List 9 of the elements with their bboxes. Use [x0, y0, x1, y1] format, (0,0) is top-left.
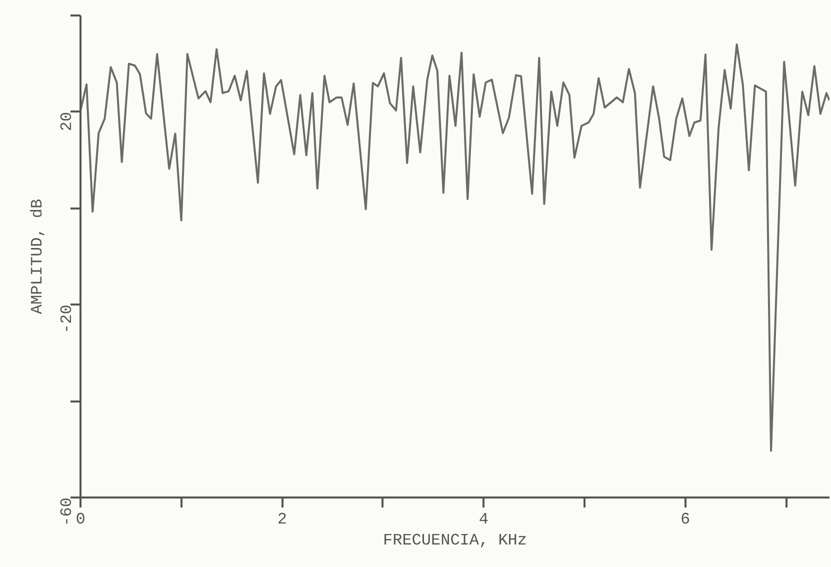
y-tick-label: -60 — [58, 497, 76, 526]
y-tick-label: -20 — [58, 304, 76, 334]
x-tick-label: 2 — [277, 510, 287, 528]
x-tick-label: 6 — [680, 510, 690, 528]
x-tick-label: 4 — [478, 510, 489, 528]
x-axis-title: FRECUENCIA, KHz — [382, 532, 528, 550]
x-tick-label: 0 — [76, 510, 86, 528]
y-tick-label: 20 — [58, 112, 76, 132]
y-axis-title: AMPLITUD, dB — [28, 198, 46, 314]
